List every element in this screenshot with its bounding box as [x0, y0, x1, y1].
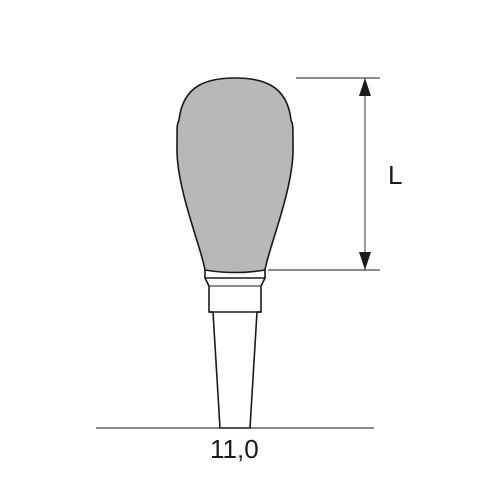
arrowhead-up-icon — [359, 78, 371, 96]
bur-head — [177, 78, 293, 273]
shank — [213, 312, 257, 428]
length-dimension-label: L — [388, 160, 402, 191]
width-value-label: 11,0 — [210, 434, 259, 465]
collar — [205, 278, 265, 312]
arrowhead-down-icon — [359, 252, 371, 270]
drawing-svg — [0, 0, 504, 504]
technical-drawing: L 11,0 — [0, 0, 504, 504]
